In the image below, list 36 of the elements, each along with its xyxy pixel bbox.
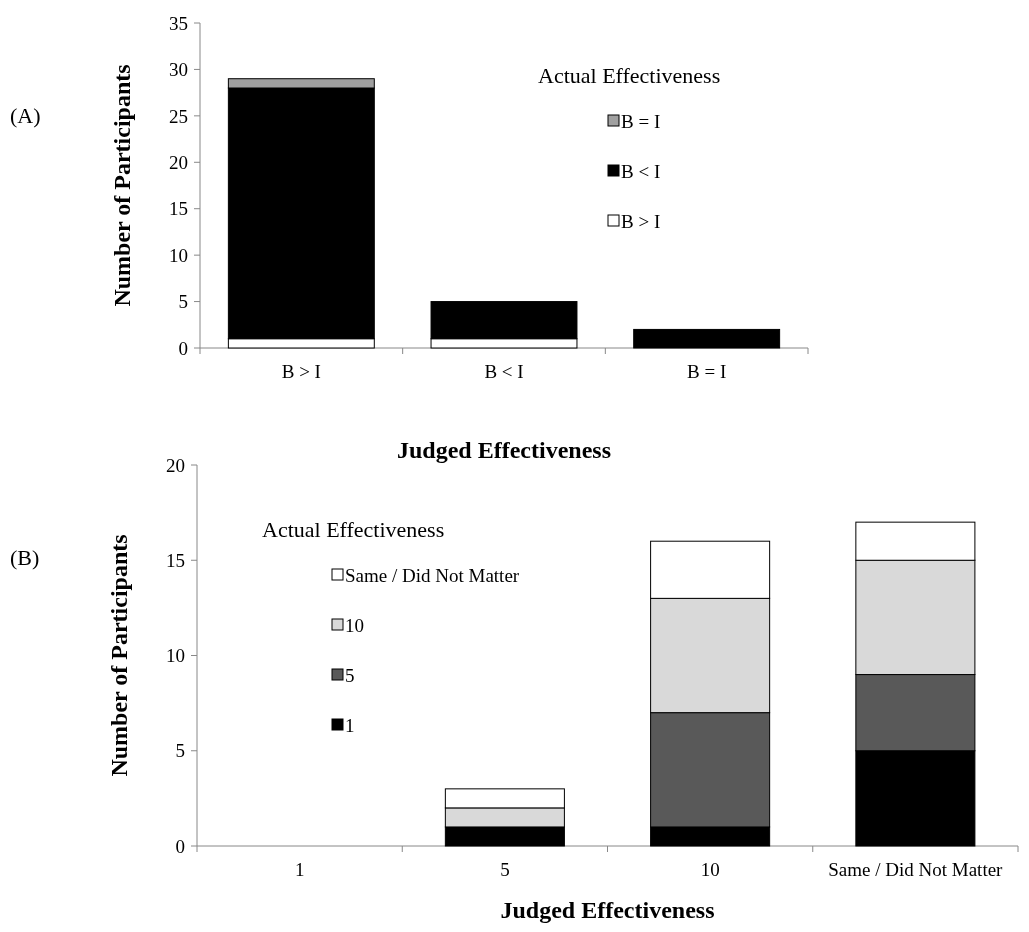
y-tick-label: 20 bbox=[169, 151, 188, 173]
y-tick-label: 35 bbox=[169, 12, 188, 34]
y-axis-title: Number of Participants bbox=[106, 534, 132, 777]
x-axis-title: Judged Effectiveness bbox=[397, 437, 611, 463]
y-tick-label: 25 bbox=[169, 105, 188, 127]
legend-label: B = I bbox=[621, 110, 661, 132]
y-tick-label: 10 bbox=[169, 244, 188, 266]
x-tick-label: B < I bbox=[484, 361, 524, 382]
x-tick-label: 5 bbox=[500, 859, 510, 880]
y-tick-label: 20 bbox=[166, 454, 185, 476]
legend-label: 10 bbox=[345, 614, 364, 636]
legend-label: Same / Did Not Matter bbox=[345, 564, 520, 586]
legend-label: 5 bbox=[345, 664, 355, 686]
y-tick-label: 15 bbox=[169, 198, 188, 220]
text: (A) bbox=[10, 103, 41, 128]
legend-title: Actual Effectiveness bbox=[262, 517, 445, 542]
legend-label: B > I bbox=[621, 210, 661, 232]
x-tick-label: Same / Did Not Matter bbox=[828, 859, 1004, 880]
y-tick-label: 30 bbox=[169, 59, 188, 81]
x-tick-label: B = I bbox=[687, 361, 727, 382]
legend-label: B < I bbox=[621, 160, 661, 182]
legend-title: Actual Effectiveness bbox=[538, 63, 721, 88]
x-tick-label: 1 bbox=[294, 859, 305, 880]
y-tick-label: 5 bbox=[175, 740, 185, 762]
y-tick-label: 5 bbox=[178, 291, 188, 313]
x-tick-label: 10 bbox=[700, 859, 720, 880]
y-axis-title: Number of Participants bbox=[109, 64, 135, 307]
y-tick-label: 0 bbox=[178, 337, 188, 359]
y-tick-label: 0 bbox=[175, 835, 185, 857]
text: (B) bbox=[10, 545, 40, 570]
y-tick-label: 10 bbox=[166, 645, 185, 667]
x-tick-label: B > I bbox=[281, 361, 321, 382]
bar bbox=[633, 328, 781, 349]
y-tick-label: 15 bbox=[166, 549, 185, 571]
x-axis-title: Judged Effectiveness bbox=[500, 897, 715, 923]
legend-label: 1 bbox=[345, 714, 355, 736]
